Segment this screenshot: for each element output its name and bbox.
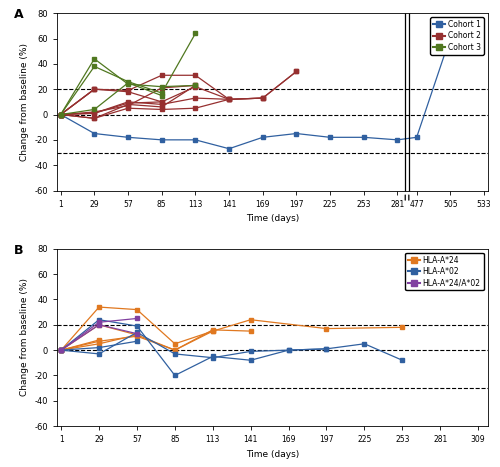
Legend: Cohort 1, Cohort 2, Cohort 3: Cohort 1, Cohort 2, Cohort 3	[430, 17, 484, 55]
Y-axis label: Change from baseline (%): Change from baseline (%)	[20, 43, 29, 161]
Text: B: B	[14, 243, 24, 256]
X-axis label: Time (days): Time (days)	[246, 450, 299, 459]
Y-axis label: Change from baseline (%): Change from baseline (%)	[20, 278, 29, 396]
X-axis label: Time (days): Time (days)	[246, 214, 299, 223]
Text: A: A	[14, 8, 24, 21]
Legend: HLA-A*24, HLA-A*02, HLA-A*24/A*02: HLA-A*24, HLA-A*02, HLA-A*24/A*02	[405, 253, 484, 290]
